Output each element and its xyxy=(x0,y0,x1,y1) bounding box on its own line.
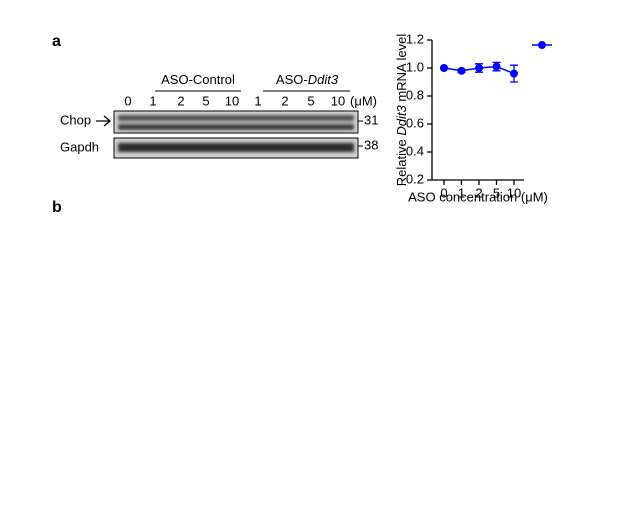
marker-label: 31 xyxy=(364,112,378,127)
marker-label: 38 xyxy=(364,137,378,152)
point xyxy=(492,62,501,71)
y-tick-label: 0.6 xyxy=(406,115,424,130)
x-tick-label: 2 xyxy=(475,185,482,200)
y-tick-label: 1.2 xyxy=(406,31,424,46)
lane-label: 0 xyxy=(124,93,131,108)
lane-label: 10 xyxy=(225,93,239,108)
y-axis-label: Relative Ddit3 mRNA level xyxy=(394,34,409,187)
group-label: ASO-Ddit3 xyxy=(276,72,339,87)
lane-label: 5 xyxy=(307,93,314,108)
western-blot xyxy=(96,90,359,159)
panel-label: a xyxy=(52,33,61,50)
point xyxy=(510,69,518,78)
unit-label: (μM) xyxy=(350,93,377,108)
y-tick-label: 0.2 xyxy=(406,171,424,186)
y-tick-label: 1.0 xyxy=(406,59,424,74)
y-axis-label-part: Ddit3 xyxy=(394,105,409,136)
group-label-part: ASO-Control xyxy=(161,72,235,87)
x-tick-label: 10 xyxy=(507,185,521,200)
lane-label: 1 xyxy=(149,93,156,108)
lane-label: 10 xyxy=(331,93,345,108)
lane-label: 2 xyxy=(281,93,288,108)
row-label: Chop xyxy=(60,112,91,127)
lane-label: 5 xyxy=(202,93,209,108)
lane-label: 1 xyxy=(254,93,261,108)
lane-label: 2 xyxy=(177,93,184,108)
group-label: ASO-Control xyxy=(161,72,235,87)
x-tick-label: 5 xyxy=(493,185,500,200)
panel-label: b xyxy=(52,199,62,216)
point xyxy=(440,64,448,72)
point xyxy=(457,66,466,75)
y-tick-label: 0.4 xyxy=(406,143,424,158)
group-label-part: ASO- xyxy=(276,72,308,87)
y-axis-label-part: Relative xyxy=(394,136,409,187)
y-axis-label-part: mRNA level xyxy=(394,34,409,106)
arrow xyxy=(96,115,112,127)
x-tick-label: 0 xyxy=(440,185,447,200)
y-tick-label: 0.8 xyxy=(406,87,424,102)
x-tick-label: 1 xyxy=(458,185,465,200)
legend-marker xyxy=(538,41,546,49)
point xyxy=(475,64,483,72)
x-axis-label: ASO concentration (μM) xyxy=(408,189,548,204)
row-label: Gapdh xyxy=(60,139,99,154)
group-label-part: Ddit3 xyxy=(308,72,339,87)
